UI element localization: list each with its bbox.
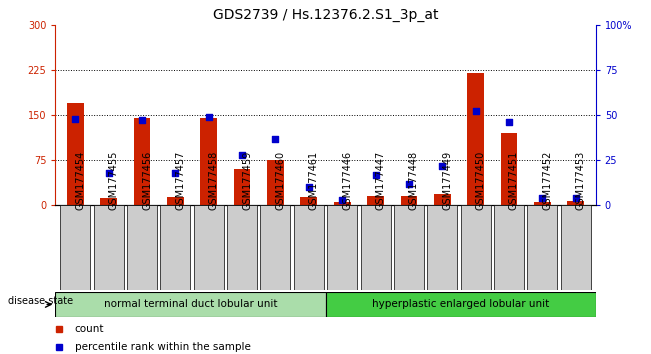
Point bbox=[237, 152, 247, 158]
Text: GSM177458: GSM177458 bbox=[209, 150, 219, 210]
FancyBboxPatch shape bbox=[94, 205, 124, 290]
Text: GSM177449: GSM177449 bbox=[442, 150, 452, 210]
Bar bbox=[434, 194, 450, 205]
Text: GSM177452: GSM177452 bbox=[542, 150, 552, 210]
FancyBboxPatch shape bbox=[326, 292, 596, 317]
Text: GSM177453: GSM177453 bbox=[575, 150, 586, 210]
Point bbox=[471, 109, 481, 114]
Text: GSM177448: GSM177448 bbox=[409, 150, 419, 210]
Text: GSM177456: GSM177456 bbox=[142, 150, 152, 210]
Point bbox=[170, 170, 180, 176]
Text: disease state: disease state bbox=[8, 296, 74, 306]
Title: GDS2739 / Hs.12376.2.S1_3p_at: GDS2739 / Hs.12376.2.S1_3p_at bbox=[213, 8, 438, 22]
Text: GSM177459: GSM177459 bbox=[242, 150, 252, 210]
FancyBboxPatch shape bbox=[61, 205, 90, 290]
Point bbox=[270, 136, 281, 141]
Point bbox=[570, 195, 581, 201]
Text: GSM177450: GSM177450 bbox=[476, 150, 486, 210]
FancyBboxPatch shape bbox=[327, 205, 357, 290]
Bar bbox=[501, 133, 518, 205]
Bar bbox=[567, 200, 584, 205]
Text: GSM177461: GSM177461 bbox=[309, 150, 319, 210]
Bar bbox=[100, 198, 117, 205]
Bar bbox=[234, 169, 251, 205]
Bar bbox=[201, 118, 217, 205]
Point bbox=[337, 197, 348, 203]
Bar bbox=[167, 198, 184, 205]
FancyBboxPatch shape bbox=[394, 205, 424, 290]
FancyBboxPatch shape bbox=[260, 205, 290, 290]
Text: percentile rank within the sample: percentile rank within the sample bbox=[75, 342, 251, 352]
Point bbox=[104, 170, 114, 176]
FancyBboxPatch shape bbox=[461, 205, 491, 290]
Bar bbox=[467, 73, 484, 205]
Text: hyperplastic enlarged lobular unit: hyperplastic enlarged lobular unit bbox=[372, 299, 549, 309]
Text: GSM177454: GSM177454 bbox=[76, 150, 85, 210]
FancyBboxPatch shape bbox=[527, 205, 557, 290]
Text: GSM177446: GSM177446 bbox=[342, 150, 352, 210]
Bar bbox=[334, 202, 350, 205]
FancyBboxPatch shape bbox=[160, 205, 191, 290]
Point bbox=[137, 118, 147, 123]
FancyBboxPatch shape bbox=[294, 205, 324, 290]
Text: count: count bbox=[75, 324, 104, 334]
FancyBboxPatch shape bbox=[494, 205, 524, 290]
Point bbox=[437, 163, 447, 169]
Bar bbox=[534, 202, 551, 205]
FancyBboxPatch shape bbox=[361, 205, 391, 290]
Bar bbox=[267, 160, 284, 205]
FancyBboxPatch shape bbox=[127, 205, 157, 290]
Bar bbox=[367, 196, 384, 205]
Bar bbox=[400, 196, 417, 205]
Point bbox=[204, 114, 214, 120]
Text: GSM177447: GSM177447 bbox=[376, 150, 385, 210]
Point bbox=[370, 172, 381, 177]
Point bbox=[70, 116, 81, 121]
Point bbox=[504, 119, 514, 125]
Point bbox=[537, 195, 547, 201]
Text: GSM177457: GSM177457 bbox=[175, 150, 186, 210]
Text: GSM177460: GSM177460 bbox=[275, 150, 286, 210]
Point bbox=[303, 184, 314, 190]
FancyBboxPatch shape bbox=[194, 205, 224, 290]
FancyBboxPatch shape bbox=[427, 205, 457, 290]
FancyBboxPatch shape bbox=[227, 205, 257, 290]
Bar bbox=[67, 103, 84, 205]
Bar bbox=[301, 198, 317, 205]
FancyBboxPatch shape bbox=[561, 205, 590, 290]
FancyBboxPatch shape bbox=[55, 292, 325, 317]
Text: GSM177455: GSM177455 bbox=[109, 150, 118, 210]
Point bbox=[404, 181, 414, 187]
Text: normal terminal duct lobular unit: normal terminal duct lobular unit bbox=[104, 299, 277, 309]
Bar bbox=[133, 118, 150, 205]
Text: GSM177451: GSM177451 bbox=[509, 150, 519, 210]
